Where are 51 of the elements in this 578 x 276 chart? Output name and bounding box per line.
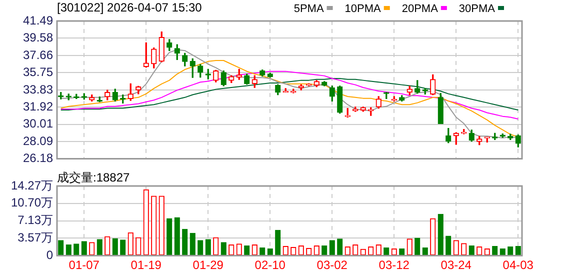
bar	[337, 238, 343, 256]
bar	[198, 240, 204, 256]
y-tick-label: 41.49	[22, 13, 54, 28]
x-tick-label: 03-02	[316, 258, 348, 272]
chart-title: [301022] 2026-04-07 15:30	[57, 0, 202, 14]
x-tick-label: 03-12	[378, 258, 410, 272]
bar	[74, 244, 80, 256]
bar	[166, 218, 172, 256]
bar	[322, 246, 328, 256]
bar	[96, 239, 102, 256]
bar	[329, 240, 335, 256]
bar	[414, 238, 420, 256]
y-tick-label: 30.01	[22, 116, 54, 131]
y-tick-label: 39.58	[22, 30, 54, 45]
bar	[190, 232, 196, 256]
x-tick-label: 01-07	[68, 258, 100, 272]
y-tick-label: 26.18	[22, 151, 54, 166]
y-tick-label: 28.09	[22, 134, 54, 148]
bar	[446, 236, 452, 256]
bar	[205, 239, 211, 256]
bar	[66, 244, 72, 256]
legend-label: 5PMA	[294, 3, 324, 16]
y-tick-label: 3.57万	[18, 230, 53, 244]
y-tick-label: 7.13万	[18, 213, 53, 228]
bar	[244, 246, 250, 256]
x-tick-label: 01-29	[192, 258, 224, 272]
x-tick-label: 01-19	[130, 258, 162, 272]
y-tick-label: 37.66	[22, 48, 54, 62]
bar	[120, 240, 126, 256]
y-tick-label: 35.75	[22, 64, 54, 79]
chart-title: 成交量:18827	[57, 170, 130, 184]
bar	[468, 246, 474, 256]
bar	[275, 230, 281, 256]
bar	[174, 217, 180, 256]
y-tick-label: 31.92	[22, 99, 54, 114]
bar	[112, 238, 118, 256]
legend-label: 20PMA	[402, 3, 439, 16]
y-tick-label: 33.83	[22, 82, 54, 96]
bar	[438, 214, 444, 256]
y-tick-label: 10.70万	[10, 196, 53, 210]
bar	[58, 240, 64, 256]
x-tick-label: 03-24	[440, 258, 472, 272]
bar	[182, 228, 188, 256]
legend-label: 10PMA	[344, 3, 382, 16]
y-tick-label: 14.27万	[10, 178, 53, 192]
y-tick-label: 0	[46, 248, 54, 262]
legend-label: 30PMA	[458, 3, 496, 16]
x-tick-label: 04-03	[502, 258, 534, 272]
x-tick-label: 02-10	[254, 258, 286, 272]
bar	[81, 241, 87, 256]
bar	[220, 242, 226, 256]
